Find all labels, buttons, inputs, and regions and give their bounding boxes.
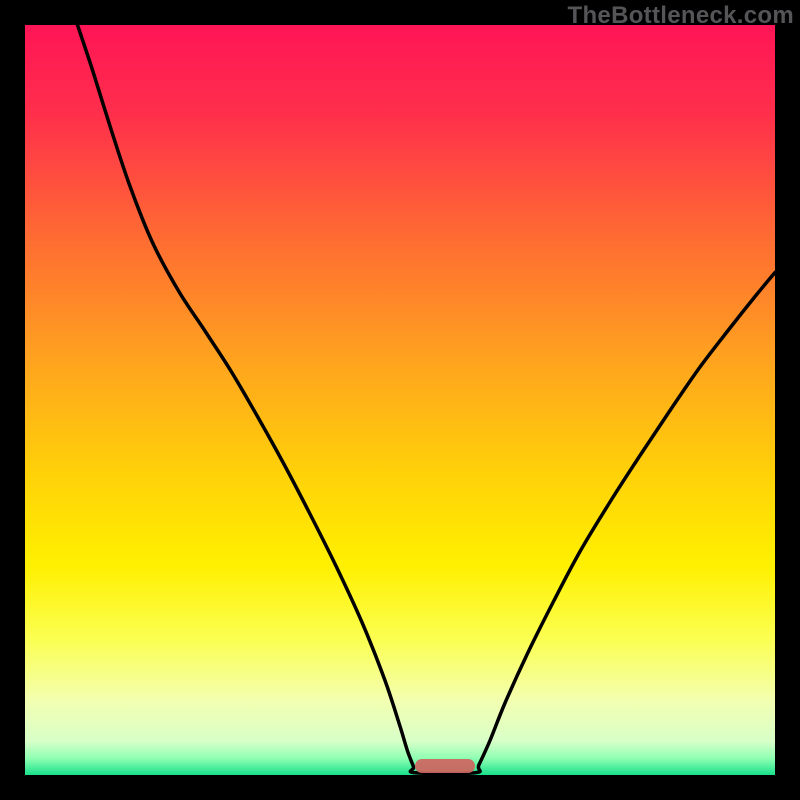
chart-svg [25, 25, 775, 775]
chart-frame: TheBottleneck.com [0, 0, 800, 800]
watermark-text: TheBottleneck.com [568, 2, 794, 30]
plot-area [25, 25, 775, 775]
gradient-background [25, 25, 775, 775]
bottleneck-marker [415, 759, 475, 773]
